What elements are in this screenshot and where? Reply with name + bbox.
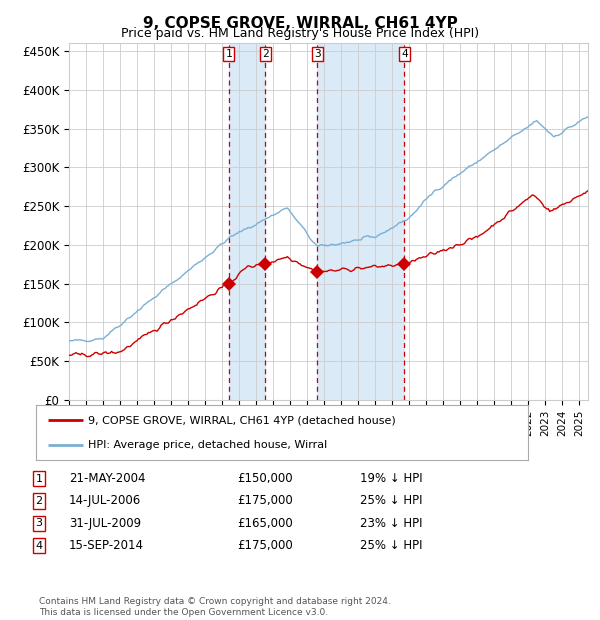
Text: HPI: Average price, detached house, Wirral: HPI: Average price, detached house, Wirr…: [88, 440, 327, 450]
Bar: [229, 43, 265, 400]
Text: 4: 4: [401, 49, 408, 59]
Text: £150,000: £150,000: [237, 472, 293, 485]
Text: £175,000: £175,000: [237, 495, 293, 507]
Text: £165,000: £165,000: [237, 517, 293, 529]
Text: 9, COPSE GROVE, WIRRAL, CH61 4YP (detached house): 9, COPSE GROVE, WIRRAL, CH61 4YP (detach…: [88, 415, 395, 425]
Text: 1: 1: [35, 474, 43, 484]
Text: 21-MAY-2004: 21-MAY-2004: [69, 472, 146, 485]
Text: 15-SEP-2014: 15-SEP-2014: [69, 539, 144, 552]
Text: 2: 2: [262, 49, 269, 59]
Text: 25% ↓ HPI: 25% ↓ HPI: [360, 495, 422, 507]
Text: 1: 1: [225, 49, 232, 59]
Text: Contains HM Land Registry data © Crown copyright and database right 2024.
This d: Contains HM Land Registry data © Crown c…: [39, 598, 391, 617]
Text: 31-JUL-2009: 31-JUL-2009: [69, 517, 141, 529]
Text: 2: 2: [35, 496, 43, 506]
Text: 19% ↓ HPI: 19% ↓ HPI: [360, 472, 422, 485]
Text: 4: 4: [35, 541, 43, 551]
Text: Price paid vs. HM Land Registry's House Price Index (HPI): Price paid vs. HM Land Registry's House …: [121, 27, 479, 40]
Text: 3: 3: [35, 518, 43, 528]
Text: £175,000: £175,000: [237, 539, 293, 552]
Text: 9, COPSE GROVE, WIRRAL, CH61 4YP: 9, COPSE GROVE, WIRRAL, CH61 4YP: [143, 16, 457, 30]
Bar: [317, 43, 404, 400]
Text: 23% ↓ HPI: 23% ↓ HPI: [360, 517, 422, 529]
Text: 14-JUL-2006: 14-JUL-2006: [69, 495, 141, 507]
Text: 25% ↓ HPI: 25% ↓ HPI: [360, 539, 422, 552]
Text: 3: 3: [314, 49, 320, 59]
